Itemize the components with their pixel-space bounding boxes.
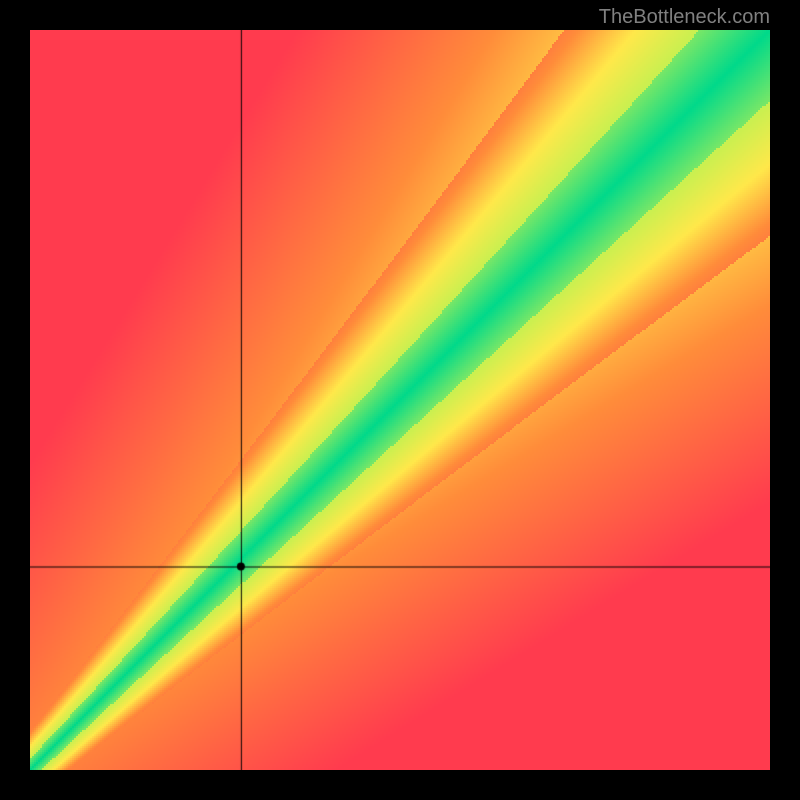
crosshair-overlay [30, 30, 770, 770]
watermark-text: TheBottleneck.com [599, 6, 770, 29]
bottleneck-heatmap [30, 30, 770, 770]
